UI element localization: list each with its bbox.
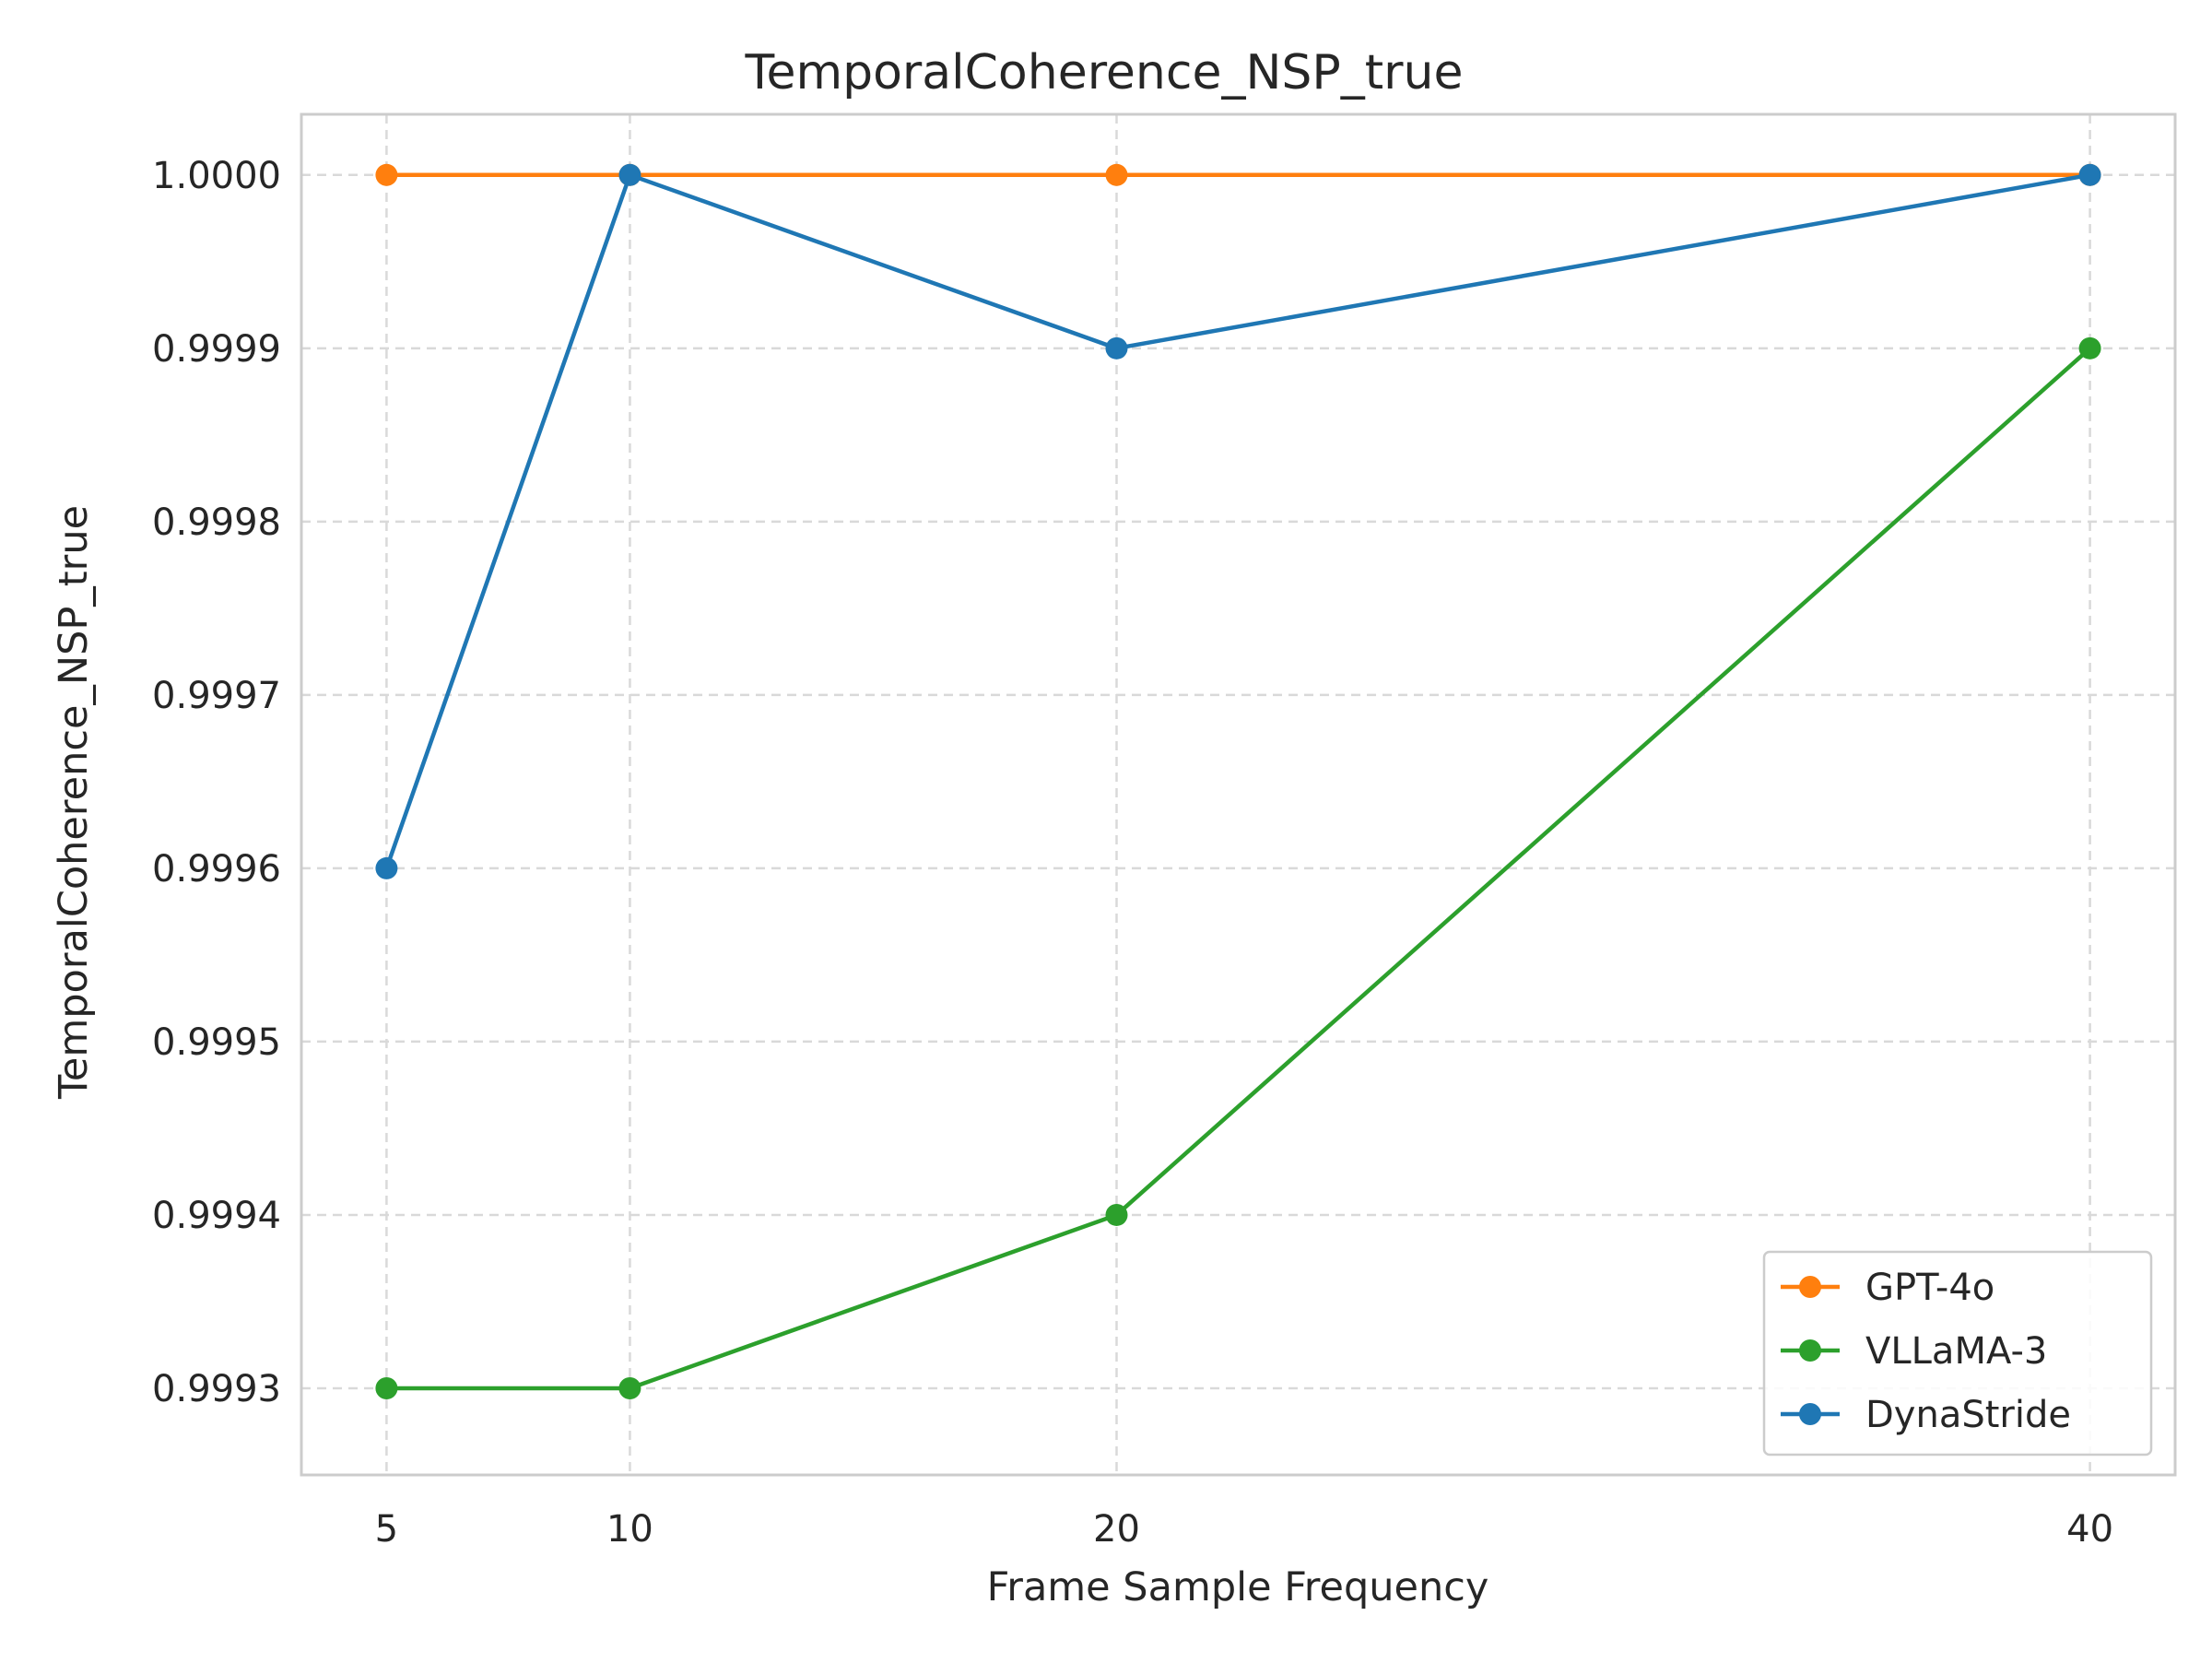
y-tick-label: 1.0000	[152, 155, 281, 197]
legend-item: VLLaMA-3	[1781, 1330, 2047, 1373]
data-point	[2078, 163, 2101, 186]
data-point	[1105, 1203, 1128, 1226]
data-point	[375, 163, 398, 186]
series-dynastride	[375, 163, 2101, 879]
y-tick-labels: 0.9993 0.9994 0.9995 0.9996 0.9997 0.9998 0.99…	[152, 155, 281, 1410]
legend-item: GPT-4o	[1781, 1267, 1994, 1309]
x-axis-title: Frame Sample Frequency	[987, 1564, 1489, 1610]
legend-swatch-marker	[1799, 1403, 1821, 1425]
legend-item: DynaStride	[1781, 1394, 2071, 1436]
y-tick-label: 0.9998	[152, 501, 281, 544]
y-tick-label: 0.9995	[152, 1021, 281, 1064]
series-line	[386, 347, 2092, 1391]
plot-area-frame	[300, 112, 2177, 1477]
series-line	[384, 172, 2090, 869]
data-point	[1105, 336, 1128, 360]
legend: GPT-4o VLLaMA-3 DynaStride	[1762, 1250, 2153, 1457]
legend-box	[1762, 1250, 2153, 1457]
y-tick-label: 0.9993	[152, 1368, 281, 1410]
legend-swatch-marker	[1799, 1276, 1821, 1298]
data-point	[375, 856, 398, 879]
y-tick-label: 0.9997	[152, 675, 281, 717]
series-group	[375, 163, 2101, 1399]
data-point	[618, 163, 641, 186]
legend-label: DynaStride	[1865, 1394, 2071, 1436]
x-tick-label: 40	[2066, 1508, 2113, 1551]
legend-label: GPT-4o	[1865, 1267, 1994, 1309]
data-point	[2078, 336, 2101, 360]
legend-swatch-marker	[1799, 1339, 1821, 1362]
legend-label: VLLaMA-3	[1865, 1330, 2047, 1373]
data-point	[1105, 163, 1128, 186]
chart-title: TemporalCoherence_NSP_true	[745, 45, 1464, 100]
y-tick-label: 0.9999	[152, 328, 281, 371]
y-axis-title: TemporalCoherence_NSP_true	[51, 505, 97, 1100]
y-tick-label: 0.9996	[152, 848, 281, 890]
x-tick-label: 20	[1093, 1508, 1140, 1551]
y-tick-label: 0.9994	[152, 1195, 281, 1237]
x-tick-labels: 5 10 20 40	[375, 1508, 2113, 1551]
x-tick-label: 10	[606, 1508, 653, 1551]
x-tick-label: 5	[375, 1508, 398, 1551]
series-vllama-3	[375, 336, 2101, 1399]
data-point	[618, 1376, 641, 1399]
data-point	[375, 1376, 398, 1399]
